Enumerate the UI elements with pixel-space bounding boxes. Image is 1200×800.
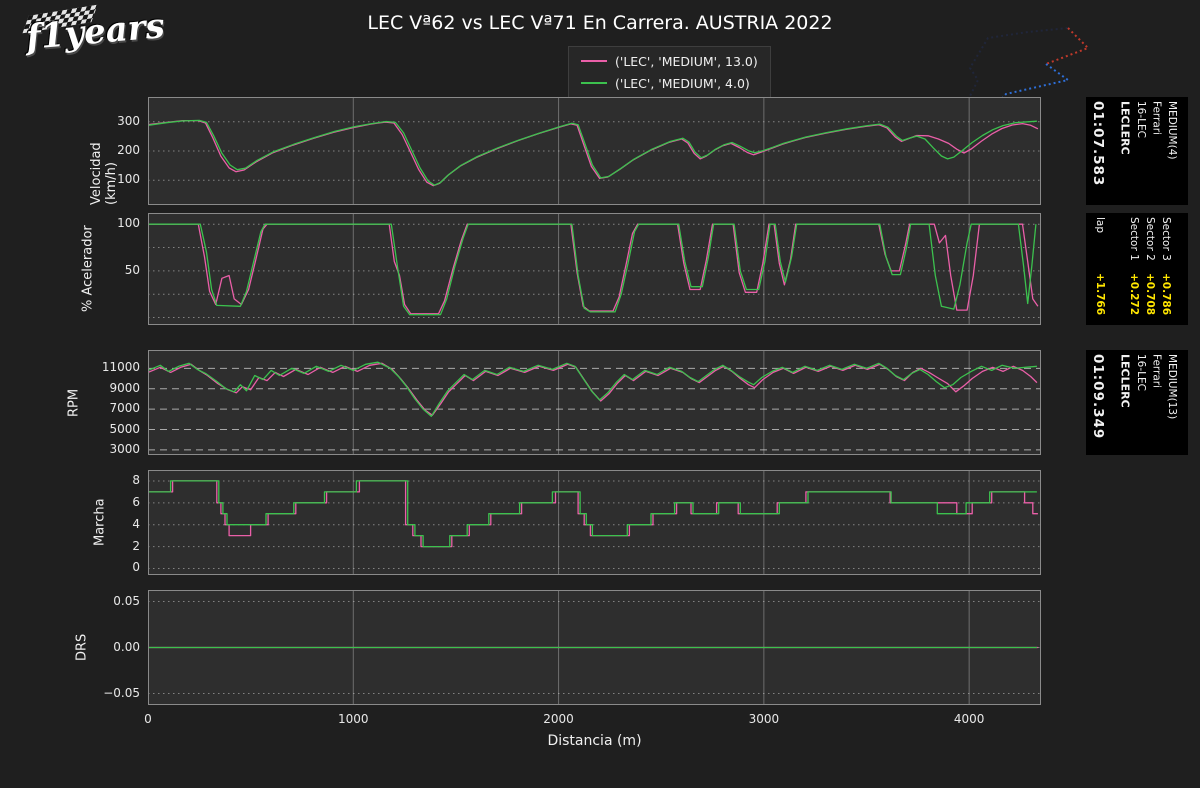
spacer: [1106, 217, 1124, 321]
y-tick-label: 0.05: [113, 593, 140, 608]
legend-label-lap4: ('LEC', 'MEDIUM', 4.0): [615, 75, 750, 91]
driver-name: LECLERC: [1118, 354, 1132, 408]
driver-name: LECLERC: [1118, 101, 1132, 155]
subplot-acelerador: [148, 213, 1041, 325]
driver-number: 16-LEC: [1134, 101, 1147, 138]
y-tick-label: 4: [132, 516, 140, 531]
legend-line-pink: [581, 60, 607, 62]
delta-sector-3: Sector 3 +0.786: [1156, 217, 1172, 321]
lap-time-lap4: 01:07.583: [1090, 101, 1107, 187]
y-axis-label-rpm: RPM: [66, 388, 82, 417]
x-tick-label: 3000: [748, 712, 780, 726]
y-tick-label: 8: [132, 472, 140, 487]
x-tick-label: 2000: [543, 712, 574, 726]
delta-sector-2: Sector 2 +0.708: [1140, 217, 1156, 321]
y-tick-label: 50: [124, 262, 140, 277]
y-tick-label: 3000: [109, 441, 140, 456]
series-line: [148, 480, 1038, 548]
driver-tyre: MEDIUM(4): [1166, 101, 1179, 160]
track-map: [967, 27, 1090, 114]
driver-number: 16-LEC: [1134, 354, 1147, 391]
legend-label-lap13: ('LEC', 'MEDIUM', 13.0): [615, 53, 758, 69]
series-line: [147, 119, 1037, 186]
subplot-drs: [148, 590, 1041, 705]
plot-acelerador: [148, 213, 1041, 325]
delta-lap: lap +1.766: [1090, 217, 1106, 321]
y-tick-label: 7000: [109, 401, 140, 416]
plot-drs: [148, 590, 1041, 705]
plot-velocidad: [147, 97, 1041, 205]
y-tick-label: 300: [117, 113, 140, 128]
y-tick-label: 2: [132, 538, 140, 553]
bottom-bar: [0, 788, 1200, 800]
panel-driver-lap13: 01:09.349 LECLERC 16-LEC Ferrari MEDIUM(…: [1086, 350, 1188, 455]
legend-item-lap4: ('LEC', 'MEDIUM', 4.0): [581, 74, 758, 92]
y-tick-label: 9000: [109, 380, 140, 395]
delta-sector-1: Sector 1 +0.272: [1124, 217, 1140, 321]
y-tick-label: 100: [117, 172, 140, 187]
x-tick-label: 0: [144, 712, 152, 726]
legend: ('LEC', 'MEDIUM', 13.0) ('LEC', 'MEDIUM'…: [568, 46, 771, 98]
delta-lap-label: lap: [1094, 217, 1106, 234]
driver-info-lap13: LECLERC 16-LEC Ferrari MEDIUM(13): [1118, 354, 1178, 451]
series-line: [147, 361, 1037, 417]
sector-2-label: Sector 2: [1144, 217, 1156, 261]
panel-driver-lap4: 01:07.583 LECLERC 16-LEC Ferrari MEDIUM(…: [1086, 97, 1188, 205]
sector-2-delta: +0.708: [1144, 272, 1156, 315]
driver-team: Ferrari: [1150, 354, 1163, 389]
panel-sector-deltas: lap +1.766 Sector 1 +0.272 Sector 2 +0.7…: [1086, 213, 1188, 325]
page-title: LEC Vª62 vs LEC Vª71 En Carrera. AUSTRIA…: [367, 12, 833, 34]
y-tick-label: 200: [117, 143, 140, 157]
y-tick-label: 0: [132, 560, 140, 575]
legend-item-lap13: ('LEC', 'MEDIUM', 13.0): [581, 52, 758, 70]
y-tick-label: 0.00: [113, 639, 140, 654]
driver-team: Ferrari: [1150, 101, 1163, 136]
series-line: [148, 223, 1037, 316]
subplot-rpm: [147, 350, 1041, 455]
y-tick-label: 11000: [101, 360, 140, 375]
plot-rpm: [147, 350, 1041, 455]
y-tick-label: 5000: [109, 421, 140, 436]
plot-marcha: [148, 470, 1041, 575]
delta-lap-value: +1.766: [1094, 272, 1106, 315]
sector-3-label: Sector 3: [1160, 217, 1172, 261]
legend-line-green: [581, 82, 607, 84]
y-tick-label: −0.05: [103, 685, 140, 700]
series-line: [148, 480, 1037, 548]
x-tick-label: 1000: [338, 712, 369, 726]
driver-tyre: MEDIUM(13): [1166, 354, 1179, 420]
sector-3-delta: +0.786: [1160, 272, 1172, 315]
subplot-marcha: [148, 470, 1041, 575]
x-tick-label: 4000: [953, 712, 985, 726]
sector-1-delta: +0.272: [1128, 272, 1140, 315]
driver-info-lap4: LECLERC 16-LEC Ferrari MEDIUM(4): [1118, 101, 1178, 201]
y-tick-label: 100: [117, 216, 140, 231]
sector-1-label: Sector 1: [1128, 217, 1140, 261]
lap-time-lap13: 01:09.349: [1090, 354, 1107, 440]
subplot-velocidad: [147, 97, 1041, 205]
y-tick-label: 6: [132, 494, 140, 509]
x-axis-label: Distancia (m): [547, 733, 642, 749]
